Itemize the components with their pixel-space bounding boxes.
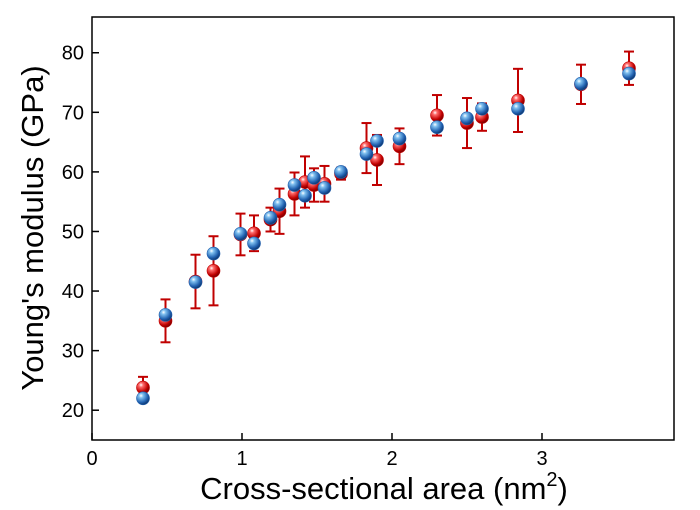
x-axis: 0 1 2 3 [86,433,548,470]
y-tick-label: 30 [62,341,84,363]
x-axis-title: Cross-sectional area (nm2) [200,469,568,506]
data-point-blue [334,165,348,179]
data-point-blue [158,308,173,322]
data-point-blue [359,147,374,161]
data-point-blue [392,131,407,146]
x-tick-label: 2 [386,448,397,470]
x-axis-title-main: Cross-sectional area (nm [200,471,546,506]
data-point-blue [188,275,203,289]
x-axis-title-suffix: ) [558,471,568,506]
data-point-blue [317,181,332,195]
data-point-red [370,153,384,167]
y-axis-title: Young's modulus (GPa) [15,65,50,390]
data-point-red [206,263,221,278]
x-tick-label: 0 [86,448,97,470]
x-tick-label: 1 [236,448,247,470]
data-point-blue [574,76,588,91]
data-point-blue [247,236,261,251]
data-point-blue [287,178,302,192]
data-point-blue [136,391,150,406]
data-point-blue [622,66,636,81]
data-point-blue [272,197,287,212]
plot-frame [91,16,675,441]
data-point-blue [430,120,444,135]
x-axis-title-superscript: 2 [546,469,557,491]
y-tick-label: 60 [62,162,84,184]
data-point-blue [233,227,248,241]
data-point-blue [307,171,321,185]
data-point-blue [460,111,474,126]
data-point-blue [263,210,278,225]
data-points [136,61,636,406]
y-tick-label: 70 [62,102,84,124]
y-axis: 20 30 40 50 60 70 80 [62,43,99,422]
data-point-blue [298,188,312,203]
data-point-blue [511,101,525,116]
x-tick-label: 3 [536,448,547,470]
y-tick-label: 50 [62,221,84,243]
data-point-blue [206,246,221,261]
y-tick-label: 80 [62,43,84,65]
data-point-blue [475,101,489,116]
data-point-blue [370,134,384,148]
y-tick-label: 20 [62,400,84,422]
data-point-red [430,108,444,123]
y-tick-label: 40 [62,281,84,303]
error-bars [138,50,634,400]
